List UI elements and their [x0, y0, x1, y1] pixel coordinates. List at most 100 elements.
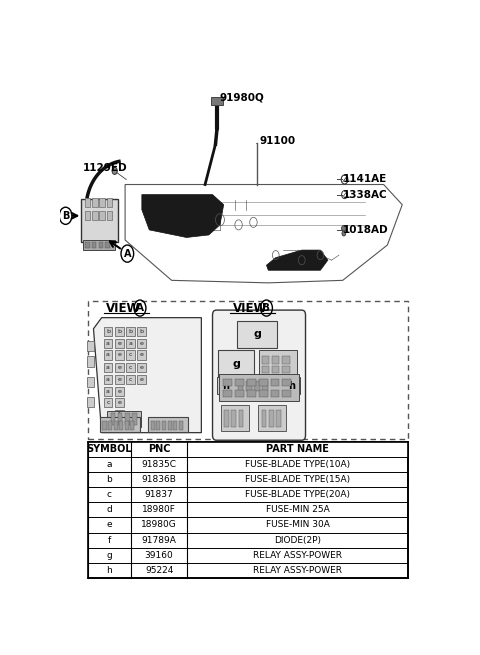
- FancyBboxPatch shape: [99, 242, 103, 248]
- FancyBboxPatch shape: [235, 390, 244, 397]
- Circle shape: [342, 231, 346, 236]
- Text: FUSE-BLADE TYPE(10A): FUSE-BLADE TYPE(10A): [245, 460, 350, 469]
- Text: f: f: [108, 536, 111, 544]
- FancyBboxPatch shape: [104, 339, 112, 348]
- FancyBboxPatch shape: [92, 242, 96, 248]
- FancyBboxPatch shape: [162, 421, 166, 430]
- FancyBboxPatch shape: [107, 198, 112, 207]
- FancyBboxPatch shape: [156, 421, 160, 430]
- FancyBboxPatch shape: [276, 410, 281, 427]
- Text: a: a: [107, 460, 112, 469]
- FancyBboxPatch shape: [223, 390, 232, 397]
- FancyBboxPatch shape: [259, 350, 297, 377]
- Text: 91100: 91100: [259, 136, 295, 146]
- FancyBboxPatch shape: [115, 328, 124, 336]
- Text: 1129ED: 1129ED: [83, 163, 127, 173]
- Text: f: f: [118, 412, 120, 417]
- FancyBboxPatch shape: [115, 398, 124, 407]
- Text: A: A: [123, 249, 131, 259]
- FancyBboxPatch shape: [137, 363, 146, 371]
- Text: PNC: PNC: [148, 444, 170, 455]
- Text: RELAY ASSY-POWER: RELAY ASSY-POWER: [253, 566, 342, 575]
- FancyBboxPatch shape: [262, 410, 266, 427]
- Text: d: d: [107, 505, 112, 514]
- Text: 18980F: 18980F: [142, 505, 176, 514]
- FancyBboxPatch shape: [85, 242, 90, 248]
- Text: c: c: [129, 352, 132, 358]
- FancyBboxPatch shape: [283, 377, 300, 394]
- FancyBboxPatch shape: [259, 390, 267, 397]
- Text: g: g: [232, 358, 240, 369]
- FancyBboxPatch shape: [115, 350, 124, 360]
- FancyBboxPatch shape: [104, 328, 112, 336]
- Text: g: g: [107, 551, 112, 560]
- Text: VIEW: VIEW: [106, 301, 141, 314]
- FancyBboxPatch shape: [262, 356, 269, 364]
- Text: h: h: [222, 381, 229, 391]
- FancyBboxPatch shape: [269, 410, 274, 427]
- Text: FUSE-BLADE TYPE(15A): FUSE-BLADE TYPE(15A): [245, 475, 350, 484]
- FancyBboxPatch shape: [272, 356, 279, 364]
- FancyBboxPatch shape: [282, 390, 291, 397]
- Text: b: b: [107, 475, 112, 484]
- FancyBboxPatch shape: [84, 198, 90, 207]
- Text: e: e: [140, 352, 144, 358]
- Text: b: b: [128, 329, 132, 334]
- Text: c: c: [106, 400, 110, 405]
- Text: SYMBOL: SYMBOL: [87, 444, 132, 455]
- FancyBboxPatch shape: [126, 363, 135, 371]
- Text: e: e: [117, 377, 121, 382]
- FancyBboxPatch shape: [238, 381, 243, 391]
- FancyBboxPatch shape: [104, 398, 112, 407]
- FancyBboxPatch shape: [107, 411, 142, 427]
- Text: 91789A: 91789A: [142, 536, 177, 544]
- FancyBboxPatch shape: [115, 375, 124, 384]
- Text: FUSE-BLADE TYPE(20A): FUSE-BLADE TYPE(20A): [245, 490, 350, 499]
- Text: PART NAME: PART NAME: [266, 444, 329, 455]
- Text: 91835C: 91835C: [142, 460, 177, 469]
- FancyBboxPatch shape: [247, 379, 256, 386]
- FancyBboxPatch shape: [231, 410, 236, 427]
- Text: b: b: [117, 329, 121, 334]
- FancyBboxPatch shape: [211, 97, 223, 105]
- FancyBboxPatch shape: [247, 390, 256, 397]
- Text: 1338AC: 1338AC: [343, 189, 387, 200]
- FancyBboxPatch shape: [104, 350, 112, 360]
- FancyBboxPatch shape: [179, 421, 183, 430]
- Text: FUSE-MIN 25A: FUSE-MIN 25A: [265, 505, 329, 514]
- FancyBboxPatch shape: [87, 377, 94, 386]
- Text: 91837: 91837: [144, 490, 173, 499]
- FancyBboxPatch shape: [104, 386, 112, 396]
- Text: B: B: [62, 211, 69, 221]
- Text: h: h: [107, 566, 112, 575]
- FancyBboxPatch shape: [262, 365, 269, 373]
- FancyBboxPatch shape: [239, 410, 243, 427]
- FancyBboxPatch shape: [272, 365, 279, 373]
- FancyBboxPatch shape: [282, 356, 290, 364]
- Circle shape: [342, 225, 346, 231]
- FancyBboxPatch shape: [110, 413, 115, 424]
- Text: FUSE-MIN 30A: FUSE-MIN 30A: [265, 521, 329, 529]
- Text: 91836B: 91836B: [142, 475, 177, 484]
- FancyBboxPatch shape: [118, 413, 122, 424]
- FancyBboxPatch shape: [151, 421, 155, 430]
- Text: a: a: [128, 341, 132, 346]
- FancyBboxPatch shape: [263, 381, 268, 391]
- FancyBboxPatch shape: [125, 421, 129, 430]
- FancyBboxPatch shape: [137, 375, 146, 384]
- Text: VIEW: VIEW: [232, 301, 267, 314]
- FancyBboxPatch shape: [126, 328, 135, 336]
- FancyBboxPatch shape: [238, 321, 277, 348]
- FancyBboxPatch shape: [119, 421, 123, 430]
- Text: b: b: [140, 329, 144, 334]
- FancyBboxPatch shape: [114, 421, 118, 430]
- Text: c: c: [107, 490, 112, 499]
- FancyBboxPatch shape: [132, 413, 137, 424]
- FancyBboxPatch shape: [87, 356, 94, 367]
- FancyBboxPatch shape: [81, 198, 118, 242]
- Text: e: e: [140, 365, 144, 369]
- Text: e: e: [117, 365, 121, 369]
- FancyBboxPatch shape: [282, 365, 290, 373]
- FancyBboxPatch shape: [99, 211, 105, 220]
- FancyBboxPatch shape: [168, 421, 172, 430]
